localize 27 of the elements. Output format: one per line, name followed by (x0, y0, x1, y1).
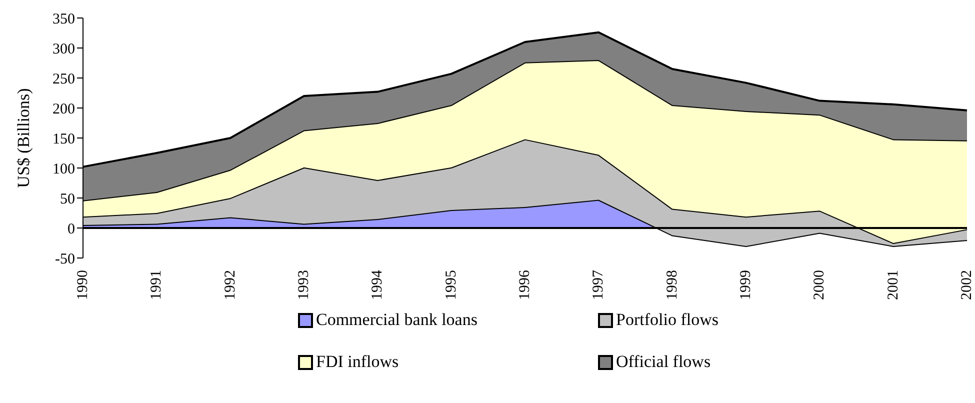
y-tick-label: 200 (52, 101, 75, 118)
y-tick-label: 300 (52, 41, 75, 58)
y-axis-title: US$ (Billions) (14, 88, 34, 188)
x-tick-label: 2000 (812, 270, 828, 300)
x-tick-label: 1995 (443, 270, 460, 300)
y-tick-label: 350 (52, 11, 75, 28)
x-tick-label: 1999 (738, 270, 754, 300)
x-tick-label: 2001 (885, 270, 902, 300)
legend-label: FDI inflows (316, 352, 399, 372)
x-tick-label: 1998 (664, 270, 680, 300)
x-tick-label: 1991 (148, 270, 165, 300)
y-tick-label: 150 (52, 131, 75, 148)
y-tick-label: 250 (52, 71, 75, 88)
x-tick-label: 1992 (222, 270, 238, 300)
legend-label: Commercial bank loans (316, 310, 478, 330)
x-tick-label: 1997 (590, 270, 607, 300)
legend-label: Portfolio flows (616, 310, 718, 330)
y-tick-label: 0 (68, 221, 75, 238)
x-tick-label: 1996 (517, 270, 533, 300)
y-tick-label: -50 (55, 251, 75, 268)
y-tick-label: 50 (60, 191, 75, 208)
x-tick-label: 2002 (959, 270, 975, 300)
legend-label: Official flows (616, 352, 711, 372)
x-tick-label: 1990 (75, 270, 91, 300)
x-tick-label: 1993 (296, 270, 312, 300)
y-tick-label: 100 (52, 161, 75, 178)
x-tick-label: 1994 (370, 270, 386, 300)
